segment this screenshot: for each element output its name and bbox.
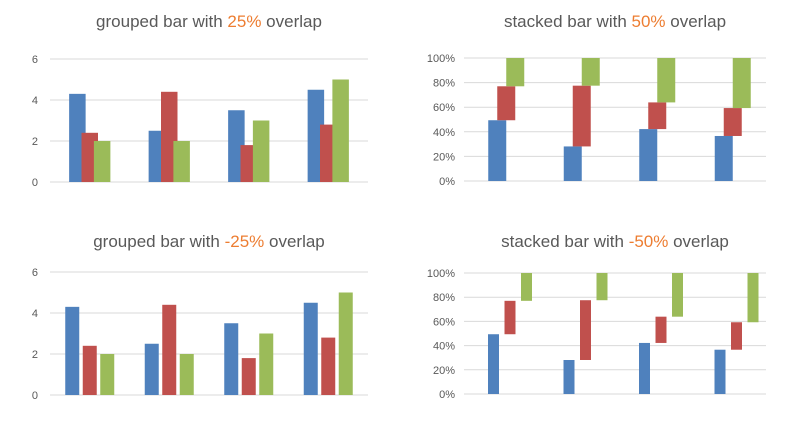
title-highlight: -25% [224,232,265,251]
green-bar-segment [747,273,759,323]
green-bar [252,120,270,182]
y-axis-tick-label: 2 [32,136,38,148]
y-axis-tick-label: 100% [427,53,455,65]
title-highlight: -50% [628,232,669,251]
y-axis-tick-label: 40% [433,341,455,353]
blue-bar-segment [639,129,658,181]
title-text: grouped bar with [96,12,228,31]
green-bar-segment [581,58,600,86]
red-bar [161,91,178,182]
green-bar [179,354,194,395]
red-bar-segment [504,300,516,335]
y-axis-tick-label: 6 [32,267,38,279]
stacked-bar-chart-plot: 0% 20% 40% 60% 80% 100% [427,268,766,401]
green-bar-segment [732,58,751,109]
blue-bar [224,323,239,395]
grouped-bar-chart-plot: 0 2 4 6 [32,267,368,402]
red-bar [241,358,256,395]
green-bar-segment [672,273,683,317]
blue-bar [303,302,318,395]
grouped-bar-chart-plot: 0 2 4 6 [32,54,368,189]
chart-title: grouped bar with -25% overlap [50,232,368,252]
title-text: stacked bar with [501,232,629,251]
red-bar-segment [723,108,742,136]
y-axis-tick-label: 0% [439,389,455,401]
y-axis-tick-label: 20% [433,365,455,377]
blue-bar [65,306,80,395]
blue-bar [144,343,159,395]
red-bar [81,132,98,182]
chart-stacked-neg50-overlap: stacked bar with -50% overlap 0% 20% 40% 60… [400,212,800,423]
blue-bar-segment [563,360,575,394]
green-bar-segment [596,273,608,301]
y-axis-tick-label: 80% [433,78,455,90]
green-bar [338,292,353,395]
y-axis-tick-label: 100% [427,268,455,280]
chart-title: stacked bar with 50% overlap [464,12,766,32]
title-text: overlap [665,12,727,31]
green-bar-segment [657,58,676,103]
green-bar [100,354,115,395]
y-axis-tick-label: 0 [32,390,38,402]
red-bar-segment [648,102,667,130]
red-bar-segment [731,322,742,350]
red-bar [162,304,177,395]
blue-bar-segment [488,334,499,394]
y-axis-tick-label: 4 [32,95,38,107]
blue-bar-segment [488,120,507,181]
red-bar [320,124,337,182]
green-bar-segment [506,58,525,87]
title-text: stacked bar with [503,12,632,31]
green-bar [332,79,349,182]
red-bar-segment [572,85,591,147]
chart-stacked-50-overlap: stacked bar with 50% overlap 0% 20% 40% 60%… [400,0,800,212]
blue-bar-segment [714,349,726,394]
green-bar [259,333,274,395]
title-text: overlap [261,12,322,31]
y-axis-tick-label: 6 [32,54,38,66]
title-text: grouped bar with [93,232,225,251]
red-bar-segment [497,86,516,121]
y-axis-tick-label: 4 [32,308,38,320]
y-axis-tick-label: 60% [433,102,455,114]
title-text: overlap [668,232,729,251]
blue-bar-segment [563,146,582,181]
title-text: overlap [264,232,325,251]
red-bar-segment [580,300,591,360]
blue-bar-segment [714,135,733,181]
red-bar [82,345,97,395]
green-bar-segment [521,273,532,301]
y-axis-tick-label: 0% [439,176,455,188]
red-bar [321,337,336,395]
blue-bar-segment [639,342,650,394]
chart-grouped-neg25-overlap: grouped bar with -25% overlap 0 2 4 6 [0,212,400,423]
y-axis-tick-label: 20% [433,151,455,163]
title-highlight: 50% [631,12,666,31]
title-highlight: 25% [227,12,262,31]
red-bar-segment [655,316,667,343]
red-bar [240,145,257,182]
green-bar [93,141,111,182]
y-axis-tick-label: 40% [433,127,455,139]
green-bar [173,141,190,182]
y-axis-tick-label: 2 [32,349,38,361]
chart-title: grouped bar with 25% overlap [50,12,368,32]
y-axis-tick-label: 80% [433,292,455,304]
chart-title: stacked bar with -50% overlap [464,232,766,252]
stacked-bar-chart-plot: 0% 20% 40% 60% 80% 100% [427,53,766,188]
chart-grouped-25-overlap: grouped bar with 25% overlap 0 2 4 6 [0,0,400,212]
y-axis-tick-label: 0 [32,177,38,189]
y-axis-tick-label: 60% [433,316,455,328]
